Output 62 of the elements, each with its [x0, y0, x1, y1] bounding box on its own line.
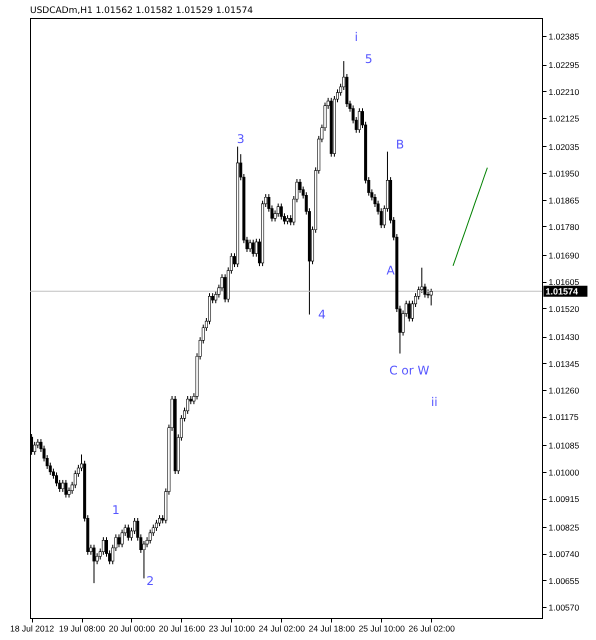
y-tick-label: 1.00740	[548, 549, 580, 560]
annotation: i	[354, 30, 358, 44]
candlestick	[430, 288, 433, 306]
annotation: 2	[146, 574, 154, 588]
x-tick-label: 18 Jul 2012	[10, 624, 54, 634]
x-tick-label: 24 Jul 18:00	[308, 624, 356, 634]
candlestick	[224, 274, 227, 303]
candlestick	[286, 214, 290, 225]
x-tick-label: 26 Jul 02:00	[408, 624, 456, 634]
x-tick-label: 23 Jul 10:00	[208, 624, 256, 634]
x-tick-label: 19 Jul 08:00	[58, 624, 106, 634]
candlestick	[64, 479, 68, 498]
y-tick-label: 1.00570	[548, 602, 580, 612]
candlestick	[408, 300, 411, 322]
y-tick-label: 1.01865	[548, 195, 580, 206]
annotation: ii	[430, 394, 438, 409]
y-tick-label: 1.01000	[548, 467, 580, 478]
y-tick-label: 1.01085	[548, 440, 580, 451]
y-tick-label: 1.01430	[548, 332, 580, 342]
y-tick-label: 1.02295	[548, 60, 580, 70]
annotation: B	[396, 138, 404, 152]
y-tick-label: 1.01520	[548, 304, 580, 314]
y-tick-label: 1.00825	[548, 522, 580, 532]
x-tick-label: 20 Jul 00:00	[108, 624, 156, 634]
y-tick-label: 1.01950	[548, 168, 580, 179]
candlestick	[358, 108, 361, 134]
candlestick	[102, 536, 105, 556]
annotation: A	[386, 264, 396, 278]
y-tick-label: 1.01605	[548, 277, 580, 288]
line-series	[452, 167, 488, 266]
x-tick-label: 24 Jul 02:00	[258, 624, 306, 634]
candlestick	[158, 514, 162, 527]
candlestick	[117, 534, 120, 548]
annotation: 5	[364, 52, 373, 66]
y-tick-label: 1.01780	[548, 222, 580, 232]
annotation: 3	[236, 132, 245, 146]
annotation: 4	[318, 308, 326, 322]
y-tick-label: 1.00655	[548, 576, 580, 586]
annotation: 1	[112, 502, 120, 517]
candlestick	[126, 524, 130, 542]
candlestick	[276, 203, 280, 218]
y-tick-label: 1.02125	[548, 114, 580, 124]
y-tick-label: 1.00915	[548, 494, 580, 504]
y-tick-label: 1.01345	[548, 358, 580, 369]
annotation: C or W	[389, 364, 430, 378]
candlestick	[252, 239, 255, 258]
candlestick	[61, 479, 64, 492]
y-tick-label: 1.02035	[548, 142, 580, 152]
candlestick	[280, 203, 283, 220]
candlestick	[33, 441, 36, 456]
y-tick-label: 1.02385	[548, 32, 580, 42]
x-tick-label: 25 Jul 10:00	[358, 624, 406, 634]
y-tick-label: 1.02210	[548, 86, 580, 97]
x-tick-label: 20 Jul 16:00	[158, 624, 206, 634]
y-tick-label: 1.01260	[548, 386, 580, 396]
chart-title: USDCADm,H1 1.01562 1.01582 1.01529 1.01574	[30, 6, 254, 16]
y-tick-label: 1.01690	[548, 250, 580, 260]
candlestick	[92, 544, 96, 584]
candlestick	[142, 540, 146, 579]
y-tick-label: 1.01175	[548, 412, 579, 422]
candlestick	[248, 239, 252, 252]
ref-line-label: 1.01574	[545, 286, 578, 296]
